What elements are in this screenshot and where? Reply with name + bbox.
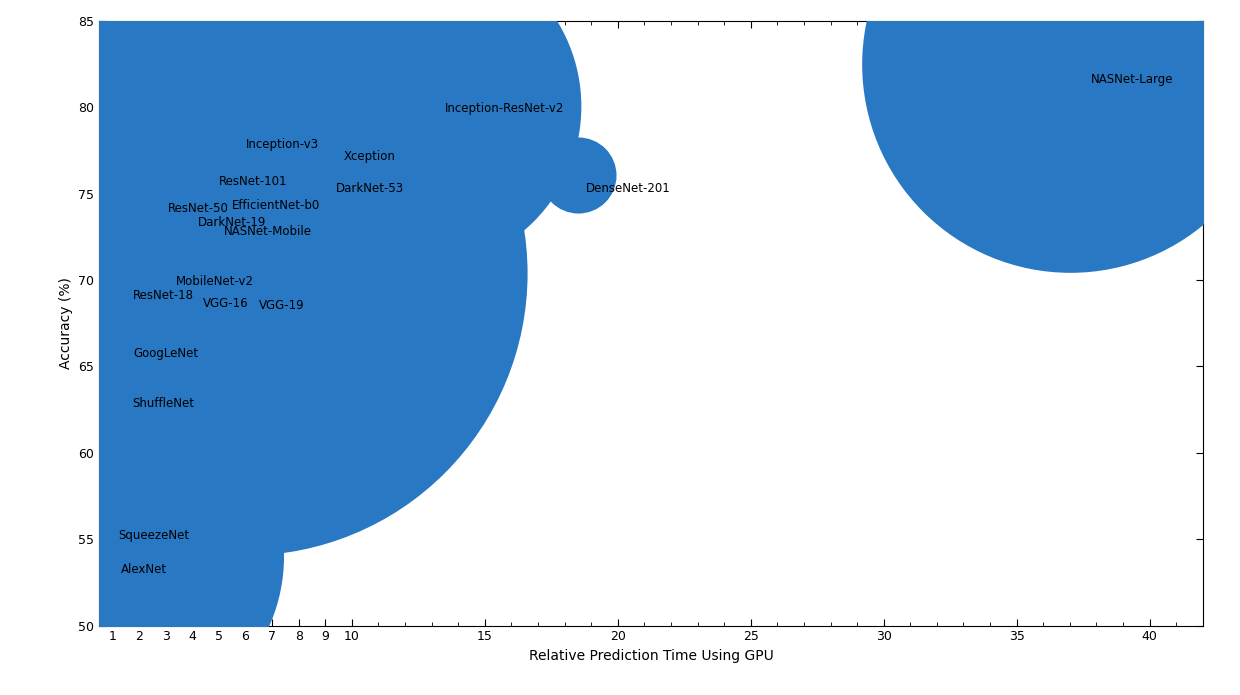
Text: EfficientNet-b0: EfficientNet-b0 [232,199,320,212]
Point [321,171,341,182]
Point [122,336,141,348]
Text: GoogLeNet: GoogLeNet [134,348,198,361]
Text: VGG-19: VGG-19 [259,299,304,312]
Point [210,265,229,277]
Text: NASNet-Large: NASNet-Large [1091,73,1173,85]
Point [169,257,188,268]
Point [156,190,176,201]
Y-axis label: Accuracy (%): Accuracy (%) [58,277,73,369]
Point [185,204,205,215]
Text: Inception-v3: Inception-v3 [246,138,319,152]
Point [568,169,588,180]
Text: ShuffleNet: ShuffleNet [133,398,195,411]
Text: Xception: Xception [343,150,396,163]
Text: NASNet-Mobile: NASNet-Mobile [224,224,312,238]
Text: DenseNet-201: DenseNet-201 [585,181,671,195]
Point [212,212,232,223]
Text: Inception-ResNet-v2: Inception-ResNet-v2 [445,102,564,115]
Point [219,186,239,197]
Point [408,100,428,111]
Point [105,527,125,538]
X-axis label: Relative Prediction Time Using GPU: Relative Prediction Time Using GPU [528,649,774,663]
Text: VGG-16: VGG-16 [203,297,248,310]
Text: ResNet-50: ResNet-50 [169,202,229,215]
Point [231,136,250,147]
Text: ResNet-101: ResNet-101 [219,174,288,188]
Point [329,148,348,159]
Point [196,164,216,175]
Text: DarkNet-53: DarkNet-53 [336,181,404,195]
Point [1060,58,1080,70]
Text: SqueezeNet: SqueezeNet [118,529,188,542]
Text: MobileNet-v2: MobileNet-v2 [176,275,254,288]
Text: AlexNet: AlexNet [120,564,166,576]
Point [236,268,255,279]
Text: ResNet-18: ResNet-18 [133,288,193,302]
Point [120,386,140,398]
Point [119,278,139,289]
Point [103,551,123,562]
Text: DarkNet-19: DarkNet-19 [197,216,265,229]
